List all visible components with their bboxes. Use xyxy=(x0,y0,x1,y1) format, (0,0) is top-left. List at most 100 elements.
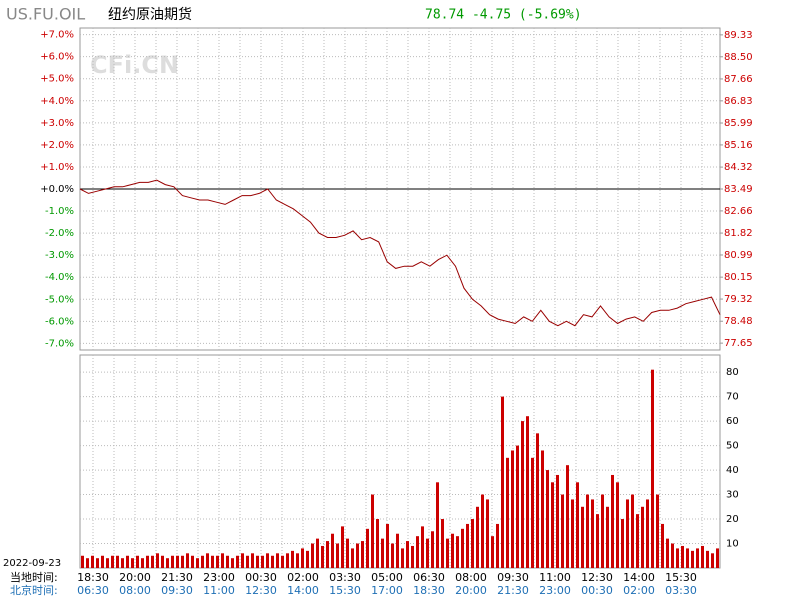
y-tick-label: 10 xyxy=(726,539,739,550)
y-tick-label: +2.0% xyxy=(40,140,74,151)
volume-bar xyxy=(336,543,339,568)
y2-tick-label: 82.66 xyxy=(724,206,753,217)
y-tick-label: -2.0% xyxy=(45,228,74,239)
volume-bar xyxy=(136,555,139,568)
volume-bar xyxy=(656,494,659,568)
beijing-time-label: 09:30 xyxy=(161,584,193,597)
volume-bar xyxy=(616,482,619,568)
volume-bar xyxy=(461,528,464,568)
beijing-time-label: 15:30 xyxy=(329,584,361,597)
volume-bar xyxy=(151,555,154,568)
volume-bar xyxy=(386,523,389,568)
y-tick-label: +0.0% xyxy=(40,184,74,195)
volume-bar xyxy=(306,550,309,568)
y-tick-label: +4.0% xyxy=(40,96,74,107)
volume-bar xyxy=(426,538,429,568)
volume-bar xyxy=(251,553,254,568)
volume-bar xyxy=(166,558,169,568)
volume-bar xyxy=(351,548,354,568)
y-tick-label: 70 xyxy=(726,392,739,403)
volume-bar xyxy=(346,538,349,568)
volume-bar xyxy=(596,514,599,568)
volume-bar xyxy=(651,369,654,568)
beijing-time-label: 18:30 xyxy=(413,584,445,597)
local-title: 当地时间: xyxy=(10,570,58,584)
volume-bar xyxy=(541,450,544,568)
volume-bar xyxy=(621,519,624,568)
local-time-label: 05:00 xyxy=(371,571,403,584)
volume-bar xyxy=(266,553,269,568)
volume-bar xyxy=(666,538,669,568)
y2-tick-label: 85.99 xyxy=(724,118,753,129)
beijing-time-label: 03:30 xyxy=(665,584,697,597)
volume-bar xyxy=(631,494,634,568)
y-tick-label: 80 xyxy=(726,367,739,378)
volume-bar xyxy=(246,555,249,568)
volume-bar xyxy=(271,555,274,568)
volume-bar xyxy=(331,533,334,568)
volume-bar xyxy=(681,545,684,568)
volume-bar xyxy=(91,555,94,568)
volume-bar xyxy=(711,553,714,568)
volume-bar xyxy=(261,555,264,568)
volume-bar xyxy=(281,555,284,568)
volume-bar xyxy=(86,558,89,568)
volume-bar xyxy=(301,548,304,568)
beijing-time-label: 06:30 xyxy=(77,584,109,597)
volume-bar xyxy=(101,555,104,568)
y-tick-label: -5.0% xyxy=(45,294,74,305)
local-time-label: 18:30 xyxy=(77,571,109,584)
volume-bar xyxy=(341,526,344,568)
beijing-time-label: 21:30 xyxy=(497,584,529,597)
volume-bar xyxy=(311,543,314,568)
volume-bar xyxy=(356,543,359,568)
y2-tick-label: 78.48 xyxy=(724,316,753,327)
local-time-label: 14:00 xyxy=(623,571,655,584)
quote: 78.74 -4.75 (-5.69%) xyxy=(425,8,582,23)
volume-bar xyxy=(416,536,419,568)
y-tick-label: 40 xyxy=(726,465,739,476)
volume-bar xyxy=(326,541,329,568)
volume-bar xyxy=(231,558,234,568)
beijing-time-label: 00:30 xyxy=(581,584,613,597)
volume-bar xyxy=(466,523,469,568)
beijing-time-label: 08:00 xyxy=(119,584,151,597)
volume-bar xyxy=(436,482,439,568)
y2-tick-label: 84.32 xyxy=(724,162,753,173)
volume-bar xyxy=(171,555,174,568)
volume-bar xyxy=(256,555,259,568)
beijing-title: 北京时间: xyxy=(10,583,58,597)
volume-bar xyxy=(186,553,189,568)
volume-bar xyxy=(691,550,694,568)
y-tick-label: +7.0% xyxy=(40,30,74,41)
volume-bar xyxy=(611,474,614,568)
volume-bar xyxy=(376,519,379,568)
volume-bar xyxy=(526,416,529,568)
y2-tick-label: 89.33 xyxy=(724,30,753,41)
beijing-time-label: 23:00 xyxy=(539,584,571,597)
y2-tick-label: 83.49 xyxy=(724,184,753,195)
volume-bar xyxy=(411,545,414,568)
y-tick-label: -6.0% xyxy=(45,316,74,327)
local-time-label: 15:30 xyxy=(665,571,697,584)
volume-bar xyxy=(226,555,229,568)
volume-bar xyxy=(116,555,119,568)
volume-bar xyxy=(221,553,224,568)
volume-bar xyxy=(241,553,244,568)
y-tick-label: +1.0% xyxy=(40,162,74,173)
beijing-time-label: 14:00 xyxy=(287,584,319,597)
instrument-name: 纽约原油期货 xyxy=(108,6,192,23)
y2-tick-label: 77.65 xyxy=(724,338,753,349)
volume-bar xyxy=(441,519,444,568)
local-time-label: 02:00 xyxy=(287,571,319,584)
y-tick-label: 20 xyxy=(726,514,739,525)
volume-bar xyxy=(291,550,294,568)
volume-bar xyxy=(196,558,199,568)
volume-bar xyxy=(316,538,319,568)
y2-tick-label: 80.15 xyxy=(724,272,753,283)
beijing-time-label: 11:00 xyxy=(203,584,235,597)
volume-bar xyxy=(636,514,639,568)
y-tick-label: 50 xyxy=(726,441,739,452)
volume-bar xyxy=(126,555,129,568)
